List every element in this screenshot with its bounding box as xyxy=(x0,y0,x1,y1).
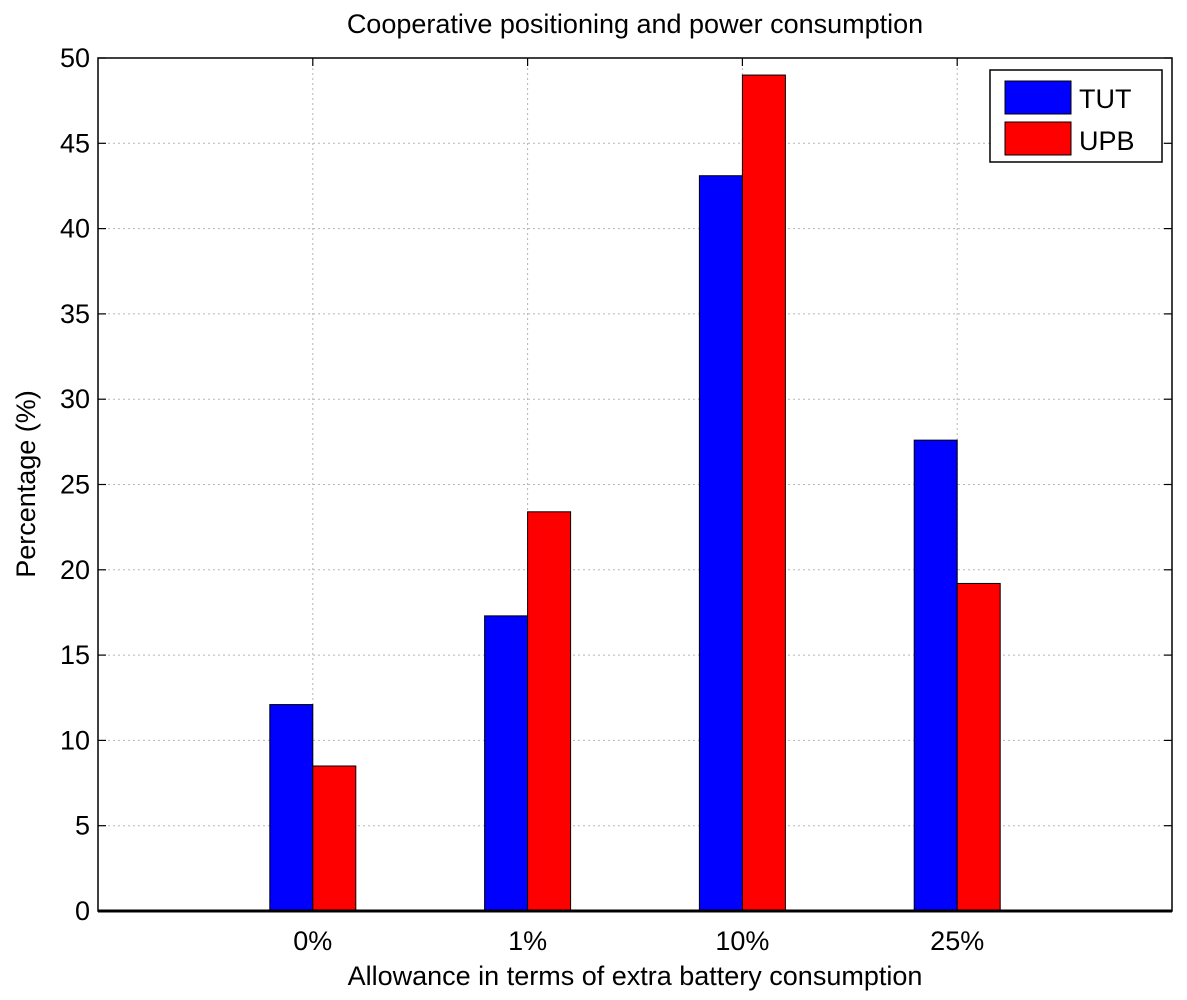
grid xyxy=(98,58,1172,911)
y-tick-label: 40 xyxy=(60,214,90,244)
legend-label-upb: UPB xyxy=(1079,126,1135,156)
y-tick-label: 35 xyxy=(60,299,90,329)
y-tick-label: 25 xyxy=(60,470,90,500)
bar-upb-1 xyxy=(527,511,572,912)
x-tick-label: 10% xyxy=(715,926,769,956)
x-tick-label: 0% xyxy=(293,926,332,956)
y-tick-label: 5 xyxy=(75,811,90,841)
bar-tut-3 xyxy=(913,439,958,912)
bar-tut-0 xyxy=(269,704,314,912)
legend-swatch-tut xyxy=(1004,80,1072,115)
legend-swatch-upb xyxy=(1004,121,1072,156)
y-tick-label: 10 xyxy=(60,725,90,755)
bar-upb-2 xyxy=(741,74,786,912)
x-tick-label: 1% xyxy=(508,926,547,956)
y-tick-label: 15 xyxy=(60,640,90,670)
y-tick-label: 0 xyxy=(75,896,90,926)
y-tick-label: 50 xyxy=(60,43,90,73)
bars xyxy=(269,74,1001,912)
y-axis-label: Percentage (%) xyxy=(11,390,41,578)
chart-title: Cooperative positioning and power consum… xyxy=(347,9,923,39)
y-tick-label: 20 xyxy=(60,555,90,585)
x-axis-label: Allowance in terms of extra battery cons… xyxy=(348,961,923,991)
x-tick-label: 25% xyxy=(930,926,984,956)
axis-ticks: 0 5 10 15 20 25 30 35 40 45 50 0% 1% 10% 25% xyxy=(60,43,1172,956)
bar-upb-0 xyxy=(312,765,357,912)
bar-upb-3 xyxy=(956,582,1001,912)
legend-label-tut: TUT xyxy=(1079,84,1131,114)
bar-tut-2 xyxy=(698,175,743,912)
legend: TUT UPB xyxy=(989,69,1163,163)
bar-tut-1 xyxy=(484,615,529,912)
y-tick-label: 30 xyxy=(60,384,90,414)
y-tick-label: 45 xyxy=(60,128,90,158)
